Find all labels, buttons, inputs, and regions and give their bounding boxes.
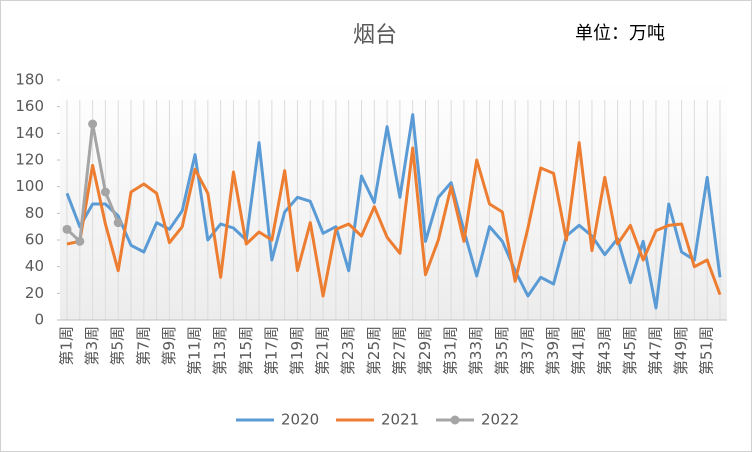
y-tick-label: 80	[25, 204, 44, 222]
x-tick-label: 第11周	[186, 326, 204, 375]
x-tick-label: 第25周	[365, 326, 383, 375]
x-tick-label: 第1周	[58, 326, 76, 366]
x-tick-label: 第27周	[390, 326, 408, 375]
x-tick-label: 第9周	[160, 326, 178, 366]
y-tick-label: 180	[15, 71, 44, 89]
x-tick-label: 第23周	[339, 326, 357, 375]
legend-label: 2022	[481, 411, 519, 429]
plot-background	[60, 80, 727, 320]
point	[75, 236, 85, 246]
x-tick-label: 第7周	[134, 326, 152, 366]
y-tick-label: 20	[25, 284, 44, 302]
legend-label: 2021	[381, 411, 419, 429]
series-line	[66, 141, 722, 298]
y-tick-label: 140	[15, 124, 44, 142]
x-tick-label: 第3周	[83, 326, 101, 366]
y-tick-label: 0	[34, 311, 44, 329]
x-tick-label: 第35周	[493, 326, 511, 375]
x-tick-label: 第43周	[595, 326, 613, 375]
x-tick-label: 第19周	[288, 326, 306, 375]
x-tick-label: 第21周	[314, 326, 332, 375]
point	[88, 119, 98, 129]
y-tick-label: 40	[25, 257, 44, 275]
x-tick-label: 第39周	[544, 326, 562, 375]
point	[113, 218, 123, 228]
y-tick-label: 160	[15, 97, 44, 115]
x-tick-label: 第31周	[442, 326, 460, 375]
point	[62, 224, 72, 234]
x-tick-label: 第13周	[211, 326, 229, 375]
x-tick-label: 第47周	[646, 326, 664, 375]
x-tick-label: 第29周	[416, 326, 434, 375]
chart-title: 烟台	[353, 23, 397, 48]
x-tick-label: 第51周	[698, 326, 716, 375]
y-tick-label: 60	[25, 231, 44, 249]
y-tick-label: 100	[15, 177, 44, 195]
legend-marker	[450, 415, 460, 425]
annotation: 单位：万吨	[575, 23, 665, 44]
x-tick-label: 第33周	[467, 326, 485, 375]
legend-label: 2020	[281, 411, 319, 429]
x-tick-label: 第45周	[621, 326, 639, 375]
x-tick-label: 第17周	[262, 326, 280, 375]
x-tick-label: 第37周	[518, 326, 536, 375]
x-tick-label: 第49周	[672, 326, 690, 375]
x-tick-label: 第41周	[570, 326, 588, 375]
y-tick-label: 120	[15, 151, 44, 169]
x-tick-label: 第15周	[237, 326, 255, 375]
point	[100, 187, 110, 197]
series-line	[65, 113, 722, 310]
x-tick-label: 第5周	[109, 326, 127, 366]
